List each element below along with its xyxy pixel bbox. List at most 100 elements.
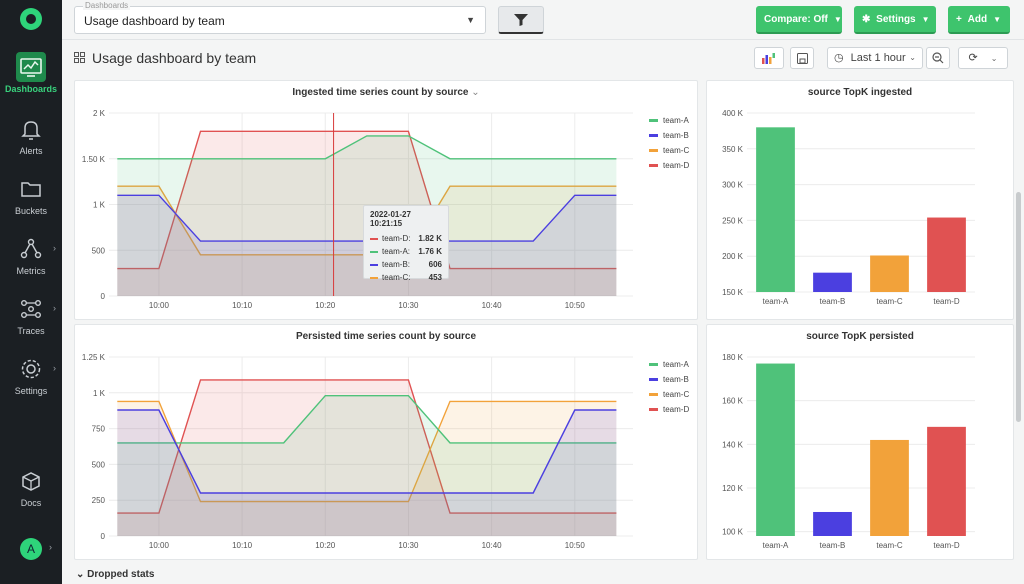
sidebar-item-settings[interactable]: › Settings [0, 354, 62, 406]
y-tick-label: 180 K [722, 353, 744, 362]
add-button[interactable]: + Add ▼ [948, 6, 1010, 34]
legend-item-team-d[interactable]: team-D [649, 158, 689, 173]
refresh-icon: ⟳ [968, 52, 978, 64]
x-tick-label: team-B [820, 297, 846, 306]
dropped-stats-row[interactable]: ⌄ Dropped stats [62, 566, 1024, 584]
chevron-right-icon: › [53, 303, 56, 313]
legend-item-team-a[interactable]: team-A [649, 357, 689, 372]
sidebar-item-label: Alerts [19, 146, 43, 156]
y-tick-label: 2 K [93, 109, 106, 118]
y-tick-label: 300 K [722, 181, 744, 190]
y-tick-label: 250 K [722, 216, 744, 225]
x-tick-label: team-C [876, 297, 902, 306]
top-bar: Dashboards Usage dashboard by team ▼ Com… [62, 0, 1024, 40]
time-range-picker[interactable]: ◷ Last 1 hour ⌄ [827, 47, 923, 69]
series-line-team-A [117, 135, 617, 160]
persisted-chart[interactable]: 0 250 500 750 1 K 1.25 K 10:00 10:10 10:20 10:30 1… [75, 325, 699, 561]
panel-title[interactable]: source TopK ingested [807, 87, 913, 98]
series-area-team-C [117, 401, 617, 536]
x-tick-label: 10:30 [398, 541, 419, 550]
y-tick-label: 0 [101, 532, 106, 541]
y-tick-label: 120 K [722, 484, 744, 493]
x-tick-label: 10:40 [482, 541, 503, 550]
chevron-right-icon: › [53, 243, 56, 253]
panel-title[interactable]: source TopK persisted [806, 331, 914, 342]
settings-button[interactable]: ✱ Settings ▼ [854, 6, 936, 34]
sidebar-item-alerts[interactable]: Alerts [0, 114, 62, 166]
zoom-out-button[interactable] [926, 47, 950, 69]
bell-icon [16, 114, 46, 144]
compare-button[interactable]: Compare: Off ▼ [756, 6, 842, 34]
docs-icon [16, 466, 46, 496]
legend-item-team-c[interactable]: team-C [649, 387, 689, 402]
ingested-chart[interactable]: 0 500 1 K 1.50 K 2 K 10:00 10:10 10:20 10:30 10:4… [75, 81, 699, 321]
panel-title[interactable]: Persisted time series count by source [295, 331, 477, 342]
bar-team-A [756, 363, 795, 536]
legend-item-team-d[interactable]: team-D [649, 402, 689, 417]
series-line-team-C [117, 400, 617, 503]
page-title: Usage dashboard by team [92, 50, 257, 66]
series-line-team-D [117, 130, 617, 270]
add-panel-button[interactable] [754, 47, 784, 69]
y-tick-label: 750 [92, 425, 106, 434]
x-tick-label: 10:50 [565, 301, 586, 310]
traces-icon [16, 294, 46, 324]
plus-icon: + [956, 14, 962, 25]
y-tick-label: 1.50 K [82, 155, 106, 164]
grid-icon [74, 52, 85, 66]
y-tick-label: 200 K [722, 252, 744, 261]
topk-ingested-chart[interactable]: 150 K 200 K 250 K 300 K 350 K 400 K team-A team… [707, 81, 1015, 321]
chevron-down-icon: ⌄ [990, 54, 998, 63]
chevron-right-icon: › [49, 542, 52, 552]
sidebar-item-docs[interactable]: Docs [0, 466, 62, 518]
series-line-team-A [117, 394, 617, 444]
topk-persisted-chart[interactable]: 100 K 120 K 140 K 160 K 180 K team-A team-B tea… [707, 325, 1015, 561]
save-button[interactable] [790, 47, 814, 69]
legend-item-team-b[interactable]: team-B [649, 128, 689, 143]
legend-item-team-c[interactable]: team-C [649, 143, 689, 158]
x-tick-label: team-B [820, 541, 846, 550]
scrollbar[interactable] [1016, 192, 1021, 422]
x-tick-label: team-C [876, 541, 902, 550]
filter-button[interactable] [498, 6, 544, 34]
persisted-chart-panel: Persisted time series count by source 0 2… [74, 324, 698, 560]
x-tick-label: 10:20 [315, 541, 336, 550]
bar-team-D [927, 426, 966, 536]
y-tick-label: 0 [101, 292, 106, 301]
y-tick-label: 500 [92, 460, 106, 469]
refresh-button[interactable]: ⟳ ⌄ [958, 47, 1008, 69]
sidebar-item-dashboards[interactable]: Dashboards [0, 52, 62, 104]
bar-team-B [813, 511, 852, 536]
legend-item-team-b[interactable]: team-B [649, 372, 689, 387]
bar-team-C [870, 439, 909, 536]
series-area-team-B [117, 410, 617, 536]
avatar[interactable]: A [20, 538, 42, 560]
legend-item-team-a[interactable]: team-A [649, 113, 689, 128]
sidebar-item-metrics[interactable]: › Metrics [0, 234, 62, 286]
chevron-down-icon: ⌄ [471, 87, 480, 98]
x-tick-label: 10:10 [232, 541, 253, 550]
x-tick-label: 10:20 [315, 301, 336, 310]
app-logo[interactable] [20, 8, 42, 30]
sidebar-item-label: Buckets [14, 206, 47, 216]
compare-button-label: Compare: Off [764, 14, 828, 25]
caret-down-icon: ▼ [466, 15, 475, 25]
y-tick-label: 500 [92, 246, 106, 255]
y-tick-label: 250 [92, 496, 106, 505]
y-tick-label: 1 K [93, 201, 106, 210]
settings-button-label: Settings [876, 14, 916, 25]
sidebar-item-traces[interactable]: › Traces [0, 294, 62, 346]
topk-persisted-panel: source TopK persisted 100 K 120 K 140 K 160… [706, 324, 1014, 560]
caret-down-icon: ▼ [993, 15, 1001, 24]
zoom-out-icon [932, 52, 944, 64]
dashboard-select[interactable]: Dashboards Usage dashboard by team ▼ [74, 1, 486, 34]
panel-title[interactable]: Ingested time series count by source ⌄ [292, 87, 480, 98]
bar-team-B [813, 272, 852, 292]
gear-icon: ✱ [862, 14, 871, 25]
chart-legend: team-A team-B team-C team-D [649, 113, 689, 173]
y-tick-label: 1.25 K [82, 353, 106, 362]
series-line-team-B [117, 409, 617, 494]
clock-icon: ◷ [834, 52, 844, 64]
series-area-team-D [117, 379, 617, 536]
sidebar-item-buckets[interactable]: Buckets [0, 174, 62, 226]
